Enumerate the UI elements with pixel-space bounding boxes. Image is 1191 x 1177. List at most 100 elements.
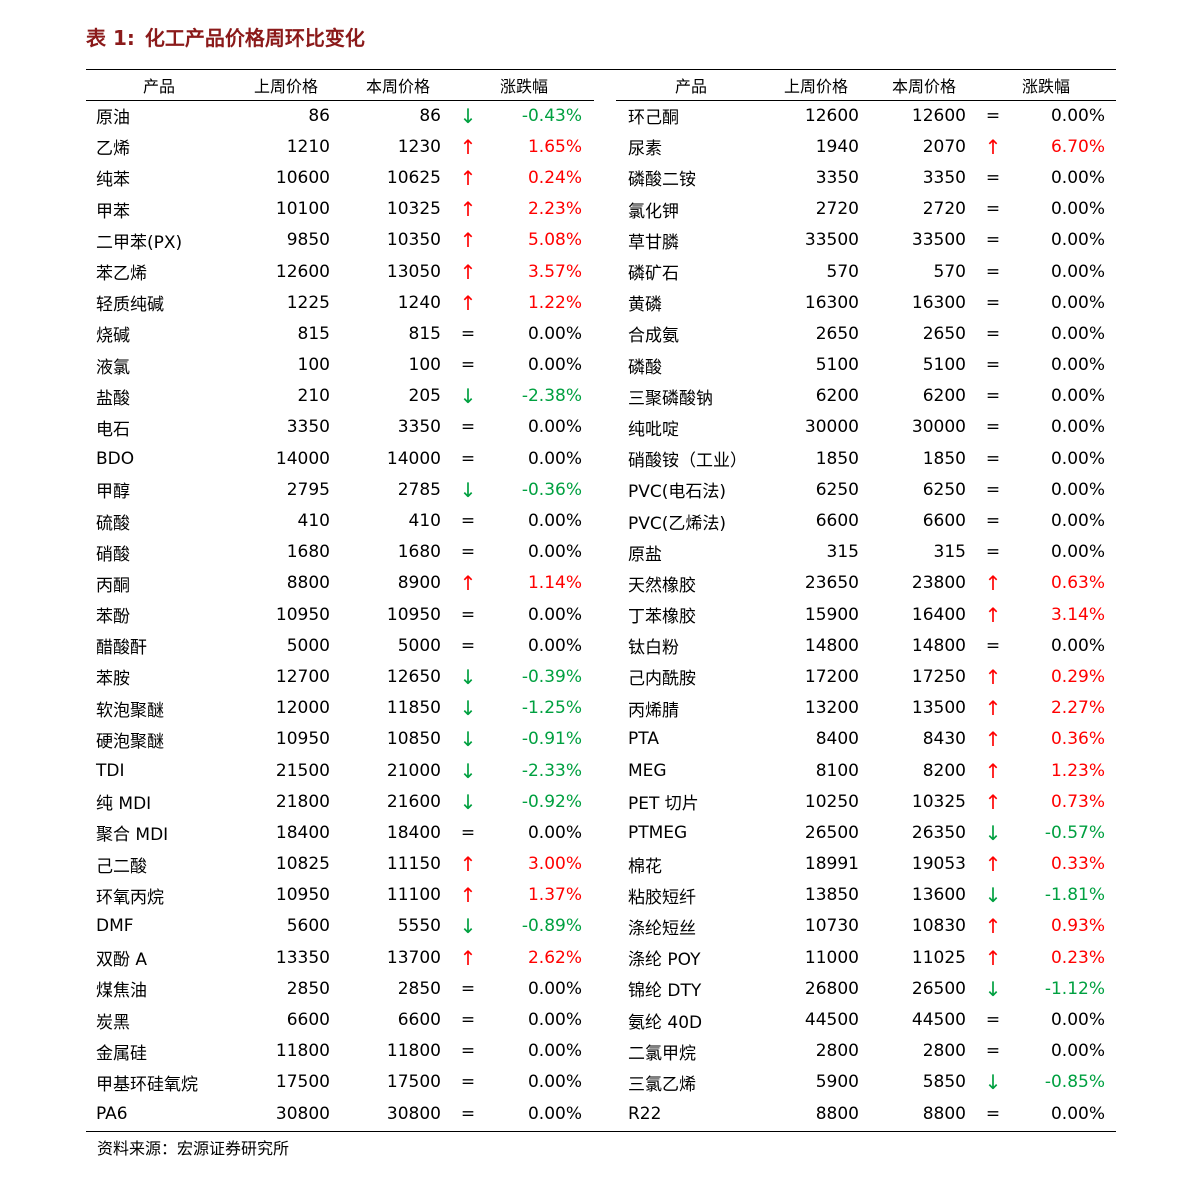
change-percent: 0.00% [1050,323,1105,344]
change-percent: 0.23% [1050,947,1105,968]
change-percent: -2.33% [521,760,582,781]
change-percent: 0.00% [527,1041,582,1062]
this-week-price: 14800 [911,635,966,656]
change-direction: ↓ [459,696,477,721]
change-direction: ↑ [984,789,1002,814]
table-row: 轻质纯碱 1225 1240 ↑ 1.22% [86,287,594,318]
this-week-price: 11150 [386,854,441,875]
product-name: 炭黑 [96,1012,130,1033]
this-week-price: 10350 [386,230,441,251]
this-week-price: 13050 [386,261,441,282]
table-row: 电石 3350 3350 = 0.00% [86,412,594,443]
change-percent: -2.38% [521,386,582,407]
product-name: 三聚磷酸钠 [628,388,713,409]
last-week-price: 10100 [275,199,330,220]
this-week-price: 18400 [386,822,441,843]
this-week-price: 570 [933,261,966,282]
change-direction: ↑ [459,945,477,970]
table-title: 表 1: 化工产品价格周环比变化 [86,24,365,52]
change-direction: = [985,479,1001,500]
this-week-price: 12650 [386,666,441,687]
product-name: 苯胺 [96,669,130,690]
last-week-price: 8800 [815,1103,859,1124]
table-row: 丙酮 8800 8900 ↑ 1.14% [86,568,594,599]
last-week-price: 10950 [275,729,330,750]
table-row: 硫酸 410 410 = 0.00% [86,505,594,536]
this-week-price: 10950 [386,604,441,625]
product-name: 二氯甲烷 [628,1043,696,1064]
table-row: 棉花 18991 19053 ↑ 0.33% [616,849,1116,880]
product-name: PTA [628,729,659,750]
product-name: 丙酮 [96,575,130,596]
last-week-price: 18991 [804,854,859,875]
change-percent: 0.73% [1050,791,1105,812]
last-week-price: 30000 [804,417,859,438]
last-week-price: 9850 [286,230,330,251]
table-row: DMF 5600 5550 ↓ -0.89% [86,911,594,942]
product-name: 尿素 [628,139,662,160]
change-percent: 3.00% [527,854,582,875]
header-last-week: 上周价格 [783,77,848,96]
change-percent: 0.00% [527,355,582,376]
product-name: 二甲苯(PX) [96,232,183,253]
product-name: 涤纶 POY [628,950,701,971]
product-name: 黄磷 [628,295,662,316]
table-row: 硝酸铵（工业） 1850 1850 = 0.00% [616,443,1116,474]
this-week-price: 30000 [911,417,966,438]
product-name: 电石 [96,419,130,440]
product-name: PET 切片 [628,794,699,815]
product-name: 双酚 A [96,950,148,971]
table-row: 苯乙烯 12600 13050 ↑ 3.57% [86,256,594,287]
table-row: 苯胺 12700 12650 ↓ -0.39% [86,661,594,692]
change-direction: ↑ [459,883,477,908]
this-week-price: 19053 [911,854,966,875]
this-week-price: 1240 [397,292,441,313]
product-name: 烧碱 [96,326,130,347]
product-name: 金属硅 [96,1043,147,1064]
change-percent: 1.65% [527,136,582,157]
table-row: 尿素 1940 2070 ↑ 6.70% [616,131,1116,162]
change-percent: 0.00% [527,635,582,656]
change-direction: = [985,1103,1001,1124]
product-name: 磷酸二铵 [628,170,696,191]
change-direction: ↓ [984,1070,1002,1095]
this-week-price: 26350 [911,822,966,843]
change-percent: 0.24% [527,167,582,188]
product-name: 聚合 MDI [96,825,169,846]
last-week-price: 8800 [286,573,330,594]
last-week-price: 21500 [275,760,330,781]
table-row: TDI 21500 21000 ↓ -2.33% [86,755,594,786]
last-week-price: 17500 [275,1072,330,1093]
change-direction: = [985,261,1001,282]
change-percent: 0.00% [1050,261,1105,282]
last-week-price: 10950 [275,604,330,625]
table-row: 盐酸 210 205 ↓ -2.38% [86,381,594,412]
this-week-price: 8200 [922,760,966,781]
change-percent: 0.00% [1050,386,1105,407]
this-week-price: 10325 [386,199,441,220]
this-week-price: 5000 [397,635,441,656]
this-week-price: 2800 [922,1041,966,1062]
table-row: 甲苯 10100 10325 ↑ 2.23% [86,194,594,225]
this-week-price: 33500 [911,230,966,251]
table-row: BDO 14000 14000 = 0.00% [86,443,594,474]
change-percent: 0.93% [1050,916,1105,937]
this-week-price: 1230 [397,136,441,157]
change-direction: ↓ [984,820,1002,845]
table-row: 金属硅 11800 11800 = 0.00% [86,1036,594,1067]
this-week-price: 13500 [911,698,966,719]
this-week-price: 16400 [911,604,966,625]
product-name: 锦纶 DTY [628,981,702,1002]
table-row: PTMEG 26500 26350 ↓ -0.57% [616,817,1116,848]
change-percent: 0.00% [1050,1010,1105,1031]
product-name: 天然橡胶 [628,575,696,596]
last-week-price: 2850 [286,978,330,999]
this-week-price: 17250 [911,666,966,687]
table-row: 甲基环硅氧烷 17500 17500 = 0.00% [86,1067,594,1098]
change-direction: = [985,199,1001,220]
change-percent: 0.00% [1050,167,1105,188]
table-row: PTA 8400 8430 ↑ 0.36% [616,724,1116,755]
last-week-price: 1940 [815,136,859,157]
this-week-price: 11800 [386,1041,441,1062]
last-week-price: 10250 [804,791,859,812]
